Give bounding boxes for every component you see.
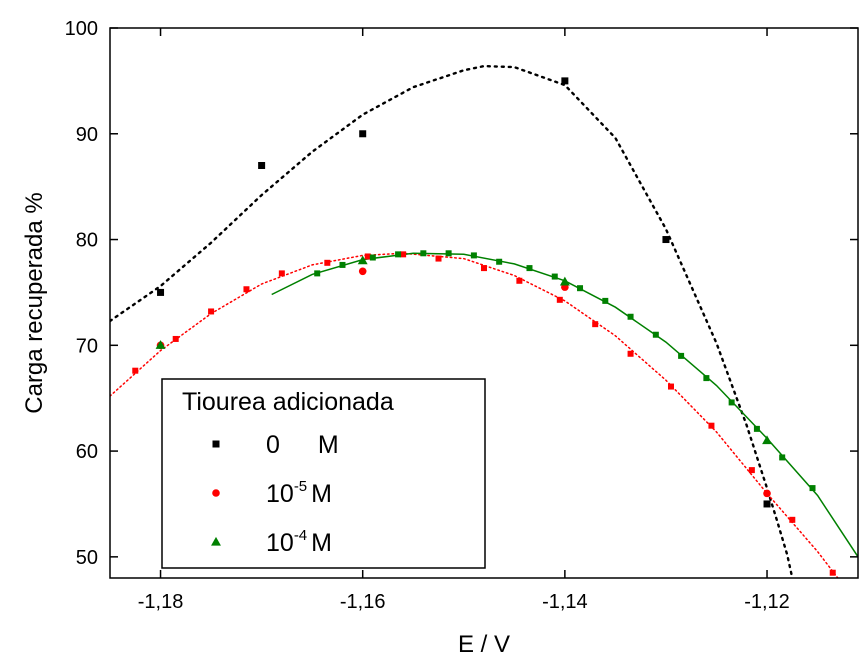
fit-point-markers [132, 250, 836, 576]
data-point [358, 267, 367, 276]
fit-marker [668, 383, 674, 390]
fit-marker [364, 253, 371, 260]
fit-marker [748, 467, 755, 474]
fit-marker [592, 321, 599, 328]
fit-marker [829, 569, 836, 576]
legend-title: Tiourea adicionada [182, 388, 394, 416]
fit-marker [556, 296, 563, 303]
fit-marker [627, 313, 634, 320]
fit-curve-series-2 [110, 252, 839, 578]
y-tick-label: 50 [76, 547, 98, 569]
fit-marker [470, 252, 477, 259]
fit-marker [243, 286, 250, 293]
fit-marker [627, 350, 634, 357]
fit-marker [652, 331, 659, 338]
fit-marker [445, 250, 452, 257]
fit-marker [481, 265, 487, 272]
data-point [559, 276, 570, 286]
data-point [561, 77, 569, 85]
fit-marker [324, 259, 331, 266]
fit-marker [395, 251, 402, 258]
legend-marker [212, 440, 220, 448]
fit-marker [678, 352, 685, 359]
x-tick-label: -1,16 [340, 591, 386, 613]
data-point [155, 340, 166, 349]
x-axis-label: E / V [458, 631, 510, 658]
plot-frame [109, 27, 859, 579]
y-axis-label: Carga recuperada % [21, 192, 48, 413]
fit-marker [753, 425, 760, 432]
legend-box [161, 378, 486, 569]
fit-marker [208, 308, 215, 315]
fit-marker [809, 485, 816, 492]
legend-items: 0 M 10-5 M 10-4 M [211, 431, 339, 557]
fit-curve-series-1 [110, 64, 794, 578]
legend: Tiourea adicionada 0 M 10-5 M 10-4 M [161, 378, 486, 569]
fit-marker [314, 270, 321, 277]
fit-marker [708, 422, 715, 429]
data-point [157, 288, 165, 296]
fit-marker [132, 367, 139, 374]
fit-marker [400, 251, 407, 258]
y-tick-label: 80 [76, 230, 98, 252]
fit-marker [728, 399, 735, 406]
y-tick-label: 60 [76, 441, 98, 463]
y-tick-label: 70 [76, 335, 98, 357]
fit-marker [577, 285, 584, 292]
y-tick-label: 100 [65, 18, 98, 40]
data-point [662, 236, 670, 244]
fit-marker [526, 265, 533, 272]
legend-marker [212, 489, 220, 497]
x-tick-label: -1,12 [744, 591, 790, 613]
data-point [357, 255, 368, 265]
tick-labels: -1,18 -1,16 -1,14 -1,12 50 60 70 80 90 100 [65, 18, 790, 613]
fit-marker [789, 516, 796, 523]
data-points [155, 77, 772, 508]
y-tick-label: 90 [76, 124, 98, 146]
legend-label: 10-4 M [266, 527, 332, 557]
fit-marker [435, 255, 442, 262]
fit-marker [602, 297, 609, 304]
x-tick-label: -1,14 [542, 591, 588, 613]
fit-marker [551, 273, 558, 280]
data-point [258, 162, 266, 169]
x-tick-label: -1,18 [138, 591, 184, 613]
fit-marker [369, 254, 376, 261]
fit-marker [172, 335, 179, 342]
data-point [763, 500, 771, 508]
fit-marker [278, 270, 285, 277]
fit-marker [339, 261, 346, 268]
fit-marker [703, 375, 710, 382]
data-point [763, 489, 771, 498]
legend-marker [211, 536, 221, 546]
fit-marker [496, 258, 503, 265]
data-point [762, 435, 772, 445]
data-point [359, 130, 367, 138]
legend-label: 10-5 M [266, 478, 332, 508]
fit-marker [420, 250, 427, 257]
fit-marker [516, 277, 523, 284]
axis-ticks [110, 27, 858, 578]
fit-marker [779, 454, 786, 461]
